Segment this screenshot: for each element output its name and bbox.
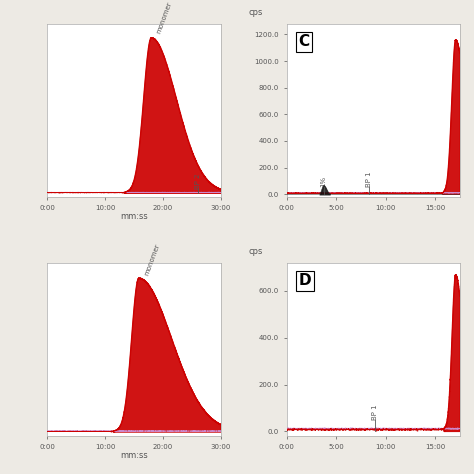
Text: cps: cps bbox=[248, 247, 263, 256]
Text: cps: cps bbox=[248, 8, 263, 17]
Text: D: D bbox=[299, 273, 311, 288]
Text: monomer: monomer bbox=[144, 243, 161, 276]
X-axis label: mm:ss: mm:ss bbox=[120, 212, 148, 221]
Text: BP 1: BP 1 bbox=[372, 404, 377, 419]
X-axis label: mm:ss: mm:ss bbox=[120, 451, 148, 460]
Text: BP 2: BP 2 bbox=[194, 173, 201, 189]
Text: 1%: 1% bbox=[320, 176, 327, 187]
Text: monomer: monomer bbox=[156, 1, 173, 35]
Text: C: C bbox=[299, 34, 310, 49]
Text: BP 1: BP 1 bbox=[366, 171, 372, 187]
